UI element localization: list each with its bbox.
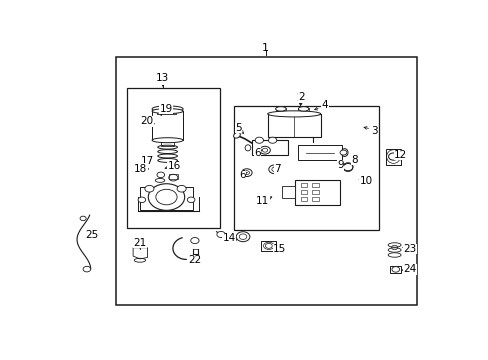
Circle shape [138, 197, 145, 203]
Bar [161, 141, 174, 146]
Bar [300, 183, 307, 187]
Circle shape [83, 266, 90, 272]
Ellipse shape [275, 107, 285, 111]
Circle shape [388, 153, 398, 160]
Text: 13: 13 [156, 73, 169, 84]
Bar [311, 197, 318, 201]
Circle shape [144, 185, 154, 192]
Circle shape [268, 137, 276, 143]
Text: 18: 18 [134, 164, 147, 174]
Bar [385, 149, 400, 165]
Bar [152, 111, 183, 140]
Ellipse shape [152, 106, 183, 112]
Circle shape [148, 184, 184, 210]
Polygon shape [133, 248, 147, 259]
Ellipse shape [152, 138, 183, 143]
Bar [140, 187, 193, 210]
Bar [261, 240, 276, 251]
Ellipse shape [267, 111, 320, 117]
Ellipse shape [387, 248, 400, 252]
Text: 25: 25 [85, 230, 98, 240]
Bar [300, 197, 307, 201]
Bar [389, 266, 401, 273]
Bar [168, 174, 178, 179]
Text: 5: 5 [235, 123, 241, 133]
Text: 13: 13 [156, 74, 169, 84]
Circle shape [217, 231, 225, 238]
Text: 7: 7 [274, 164, 281, 174]
Text: 19: 19 [159, 104, 172, 114]
Text: 2: 2 [296, 93, 303, 103]
Circle shape [259, 146, 270, 154]
Circle shape [339, 150, 346, 155]
Bar [297, 145, 341, 160]
Text: 9: 9 [336, 161, 343, 170]
Bar [127, 87, 220, 228]
Bar [267, 114, 320, 138]
Text: 3: 3 [370, 126, 377, 136]
Text: 16: 16 [167, 161, 180, 171]
Bar [135, 242, 145, 246]
Text: 2: 2 [298, 92, 304, 102]
Ellipse shape [387, 243, 400, 247]
Circle shape [187, 197, 195, 203]
Circle shape [134, 238, 145, 246]
Ellipse shape [387, 253, 400, 257]
Text: 4: 4 [321, 100, 327, 110]
Text: 24: 24 [402, 264, 416, 274]
Circle shape [156, 189, 177, 205]
Ellipse shape [244, 145, 250, 151]
Bar [298, 108, 308, 113]
Text: 22: 22 [187, 255, 201, 265]
Circle shape [241, 169, 252, 176]
Text: 6: 6 [254, 148, 261, 158]
Circle shape [391, 267, 399, 272]
Text: 21: 21 [133, 238, 146, 248]
Ellipse shape [341, 149, 347, 157]
Bar [116, 57, 417, 305]
Bar [275, 108, 285, 113]
Circle shape [236, 232, 249, 242]
Polygon shape [228, 235, 237, 242]
Text: 10: 10 [359, 176, 372, 186]
Text: 20: 20 [140, 116, 153, 126]
Text: 17: 17 [141, 156, 154, 166]
Bar [281, 186, 294, 198]
Bar [311, 190, 318, 194]
Circle shape [190, 238, 199, 244]
Text: 6: 6 [239, 170, 245, 180]
Text: 8: 8 [351, 155, 357, 165]
Bar [311, 183, 318, 187]
Ellipse shape [298, 107, 308, 111]
Bar [294, 180, 340, 205]
Circle shape [177, 185, 186, 192]
Bar [251, 140, 287, 156]
Bar [233, 105, 379, 230]
Text: 1: 1 [262, 43, 269, 53]
Circle shape [255, 137, 263, 143]
Circle shape [343, 163, 352, 171]
Text: 11: 11 [256, 195, 269, 206]
Circle shape [80, 216, 86, 221]
Text: 23: 23 [402, 244, 416, 254]
Circle shape [268, 165, 280, 174]
Text: 14: 14 [223, 233, 236, 243]
Text: 15: 15 [273, 244, 286, 255]
Bar [300, 190, 307, 194]
Ellipse shape [233, 132, 240, 138]
Ellipse shape [152, 109, 183, 114]
Text: 12: 12 [393, 150, 407, 160]
